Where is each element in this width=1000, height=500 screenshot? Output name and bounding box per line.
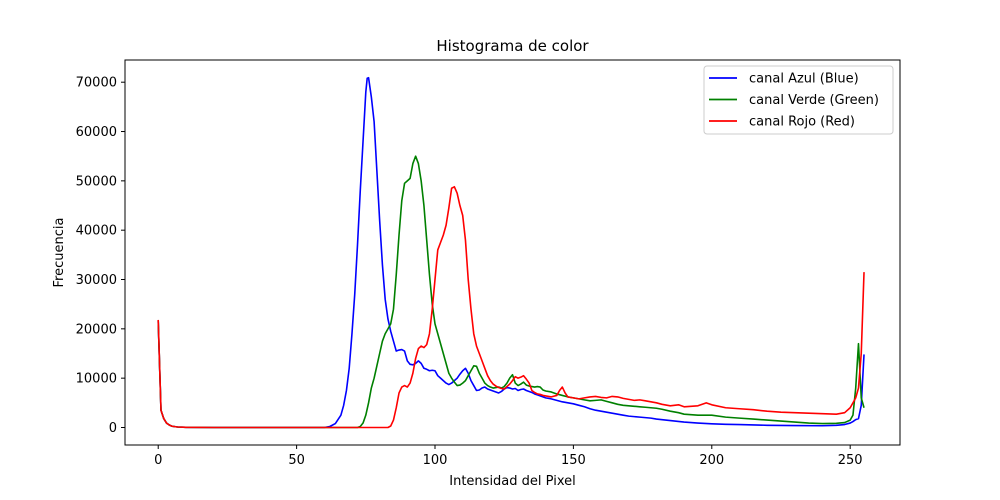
legend-label-1: canal Verde (Green) bbox=[749, 93, 879, 108]
x-tick-label: 250 bbox=[838, 453, 863, 468]
y-tick-label: 30000 bbox=[76, 273, 117, 288]
x-axis: 0 50 100 150 200 250 bbox=[154, 445, 863, 468]
series-line-1 bbox=[157, 155, 865, 429]
y-axis: 0 10000 20000 30000 40000 50000 60000 70000 bbox=[76, 76, 125, 436]
y-tick-label: 0 bbox=[109, 421, 117, 436]
plot-frame bbox=[124, 59, 901, 446]
y-axis-label: Frecuencia bbox=[52, 218, 67, 288]
series-layer bbox=[157, 76, 865, 429]
x-tick-label: 50 bbox=[288, 453, 305, 468]
x-axis-label: Intensidad del Pixel bbox=[449, 474, 575, 489]
legend: canal Azul (Blue) canal Verde (Green) cana… bbox=[703, 65, 894, 135]
x-tick-label: 200 bbox=[699, 453, 724, 468]
y-tick-label: 60000 bbox=[76, 125, 117, 140]
series-line-2 bbox=[157, 185, 865, 429]
y-tick-label: 10000 bbox=[76, 372, 117, 387]
y-tick-label: 40000 bbox=[76, 224, 117, 239]
x-tick-label: 100 bbox=[423, 453, 448, 468]
y-tick-label: 20000 bbox=[76, 322, 117, 337]
legend-label-2: canal Rojo (Red) bbox=[749, 115, 855, 130]
legend-box bbox=[703, 65, 894, 135]
y-tick-label: 50000 bbox=[76, 174, 117, 189]
x-tick-label: 0 bbox=[154, 453, 162, 468]
x-tick-label: 150 bbox=[561, 453, 586, 468]
chart-title: Histograma de color bbox=[436, 37, 589, 55]
legend-label-0: canal Azul (Blue) bbox=[749, 72, 859, 87]
series-line-0 bbox=[157, 76, 865, 429]
y-tick-label: 70000 bbox=[76, 76, 117, 91]
